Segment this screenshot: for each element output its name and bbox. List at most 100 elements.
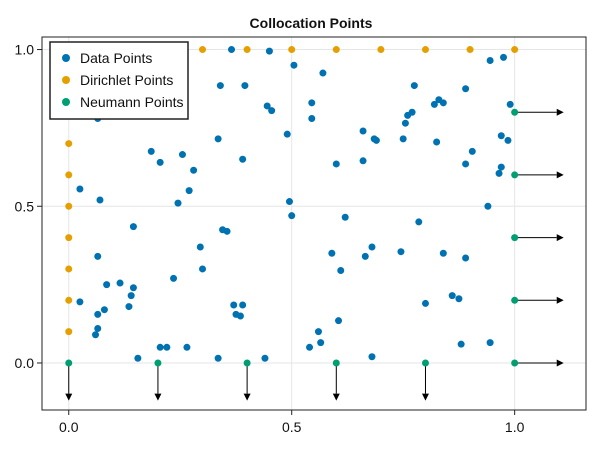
data-point-marker bbox=[486, 339, 494, 347]
data-point-marker bbox=[455, 295, 463, 303]
data-point-marker bbox=[317, 339, 325, 347]
data-point-marker bbox=[486, 57, 494, 65]
dirichlet-point-marker bbox=[65, 171, 73, 179]
data-point-marker bbox=[397, 248, 405, 256]
data-point-marker bbox=[283, 130, 291, 138]
data-point-marker bbox=[462, 160, 470, 168]
data-point-marker bbox=[495, 169, 503, 177]
legend-marker-dirichlet-points bbox=[62, 76, 70, 84]
data-point-marker bbox=[199, 265, 207, 273]
data-point-marker bbox=[261, 354, 269, 362]
legend-box bbox=[49, 41, 189, 120]
data-point-marker bbox=[504, 136, 512, 144]
data-point-marker bbox=[430, 100, 438, 108]
data-point-marker bbox=[288, 212, 296, 220]
data-point-marker bbox=[116, 279, 124, 287]
y-axis-ticks: 0.0 0.5 1.0 bbox=[15, 42, 42, 371]
y-tick-label: 1.0 bbox=[15, 42, 35, 58]
data-point-marker bbox=[236, 312, 244, 320]
neumann-point-marker bbox=[65, 359, 73, 367]
arrow-head bbox=[556, 296, 564, 304]
legend-label-neumann-points: Neumann Points bbox=[80, 94, 184, 110]
neumann-point-marker bbox=[154, 359, 162, 367]
dirichlet-point-marker bbox=[511, 46, 519, 54]
data-point-marker bbox=[359, 157, 367, 165]
legend: Data Points Dirichlet Points Neumann Poi… bbox=[49, 41, 189, 120]
data-point-marker bbox=[265, 47, 273, 55]
y-tick-label: 0.0 bbox=[15, 355, 35, 371]
data-point-marker bbox=[421, 299, 429, 307]
data-point-marker bbox=[156, 343, 164, 351]
legend-label-data-points: Data Points bbox=[80, 50, 152, 66]
dirichlet-point-marker bbox=[421, 46, 429, 54]
data-point-marker bbox=[335, 317, 343, 325]
arrow-head bbox=[154, 393, 162, 401]
data-point-marker bbox=[156, 158, 164, 166]
neumann-point-marker bbox=[332, 359, 340, 367]
arrow-head bbox=[556, 108, 564, 116]
data-point-marker bbox=[268, 107, 276, 115]
data-point-marker bbox=[263, 102, 271, 110]
data-point-marker bbox=[448, 292, 456, 300]
data-point-marker bbox=[337, 267, 345, 275]
data-point-marker bbox=[410, 82, 418, 90]
dirichlet-point-marker bbox=[243, 46, 251, 54]
data-point-marker bbox=[190, 166, 198, 174]
x-tick-label: 0.0 bbox=[59, 419, 79, 435]
data-point-marker bbox=[415, 218, 423, 226]
data-point-marker bbox=[314, 328, 322, 336]
data-point-marker bbox=[216, 82, 224, 90]
data-point-marker bbox=[100, 306, 108, 314]
data-point-marker bbox=[439, 99, 447, 107]
data-point-marker bbox=[341, 213, 349, 221]
data-point-marker bbox=[497, 132, 505, 140]
data-point-marker bbox=[306, 343, 314, 351]
arrow-head bbox=[243, 393, 251, 401]
data-point-marker bbox=[147, 147, 155, 155]
dirichlet-point-marker bbox=[199, 46, 207, 54]
data-point-marker bbox=[462, 85, 470, 93]
data-point-marker bbox=[230, 301, 238, 309]
data-point-marker bbox=[228, 46, 236, 54]
data-point-marker bbox=[500, 53, 508, 61]
dirichlet-point-marker bbox=[332, 46, 340, 54]
dirichlet-point-marker bbox=[65, 328, 73, 336]
data-point-marker bbox=[94, 252, 102, 260]
arrow-head bbox=[556, 234, 564, 242]
data-point-marker bbox=[359, 127, 367, 135]
data-point-marker bbox=[96, 196, 104, 204]
neumann-point-marker bbox=[511, 108, 519, 116]
data-point-marker bbox=[129, 223, 137, 231]
data-point-marker bbox=[433, 138, 441, 146]
data-point-marker bbox=[285, 198, 293, 206]
data-point-marker bbox=[163, 343, 171, 351]
dirichlet-point-marker bbox=[466, 46, 474, 54]
dirichlet-point-marker bbox=[65, 265, 73, 273]
arrow-head bbox=[421, 393, 429, 401]
plot-frame bbox=[41, 36, 587, 411]
data-point-marker bbox=[103, 281, 111, 289]
data-point-marker bbox=[308, 114, 316, 122]
data-point-marker bbox=[196, 243, 204, 251]
data-point-marker bbox=[332, 160, 340, 168]
data-point-marker bbox=[174, 199, 182, 207]
arrow-head bbox=[65, 393, 73, 401]
data-point-marker bbox=[134, 354, 142, 362]
neumann-point-marker bbox=[511, 171, 519, 179]
x-tick-label: 1.0 bbox=[505, 419, 525, 435]
data-point-marker bbox=[401, 119, 409, 127]
data-point-marker bbox=[92, 331, 100, 339]
data-point-marker bbox=[290, 61, 298, 69]
y-tick-label: 0.5 bbox=[15, 198, 35, 214]
dirichlet-point-marker bbox=[65, 140, 73, 148]
data-point-marker bbox=[361, 252, 369, 260]
arrow-head bbox=[332, 393, 340, 401]
data-point-marker bbox=[308, 99, 316, 107]
data-point-marker bbox=[506, 100, 514, 108]
data-point-marker bbox=[497, 163, 505, 171]
dirichlet-point-marker bbox=[377, 46, 385, 54]
neumann-point-marker bbox=[511, 359, 519, 367]
neumann-arrows bbox=[65, 108, 564, 401]
arrow-head bbox=[556, 171, 564, 179]
